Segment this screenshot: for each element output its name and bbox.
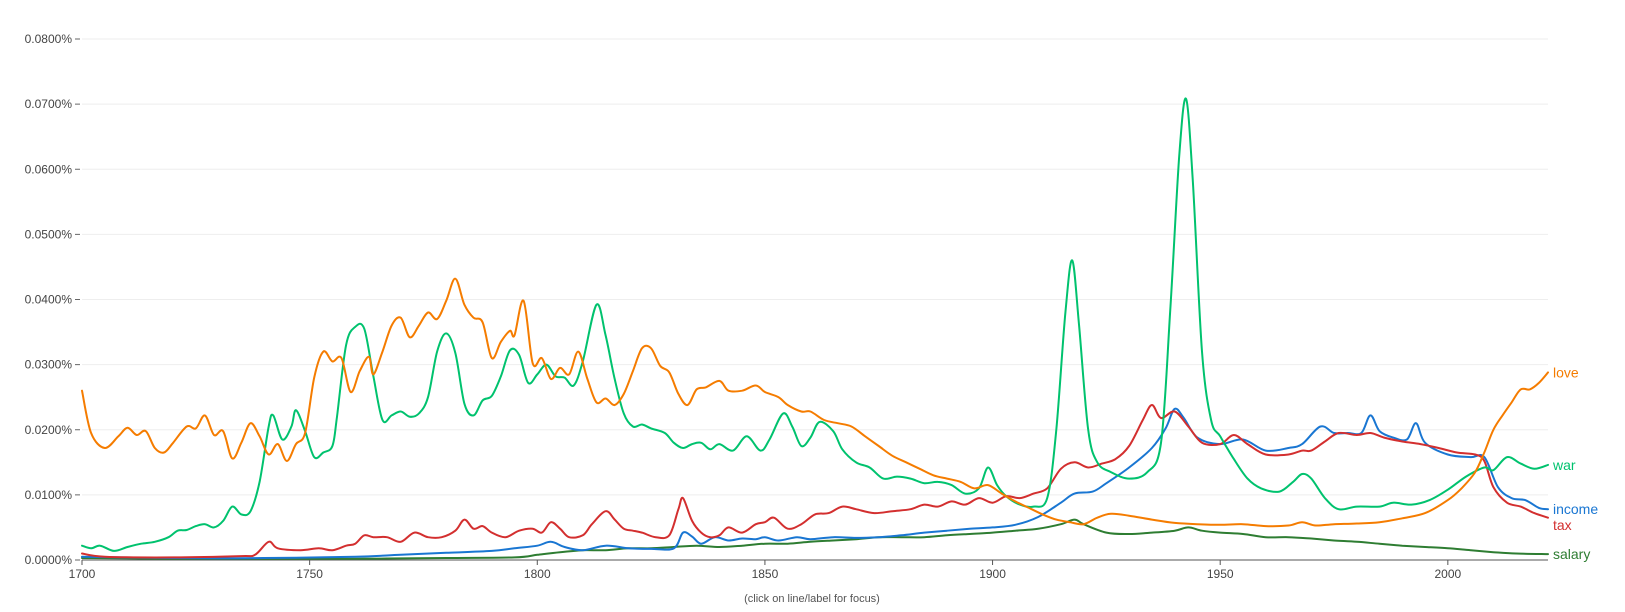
x-axis: 1700 1750 1800 1850 1900 1950 2000 xyxy=(69,559,1548,581)
series-line-income[interactable] xyxy=(81,407,1549,560)
y-tick-label: 0.0200% xyxy=(25,423,73,437)
series-lines[interactable] xyxy=(81,97,1549,560)
y-tick-label: 0.0300% xyxy=(25,358,73,372)
x-tick-label: 1750 xyxy=(296,567,323,581)
series-label-love[interactable]: love xyxy=(1553,364,1579,380)
y-tick-label: 0.0600% xyxy=(25,162,73,176)
x-tick-label: 1950 xyxy=(1207,567,1234,581)
series-line-war[interactable] xyxy=(81,97,1549,552)
series-label-war[interactable]: war xyxy=(1552,457,1576,473)
y-tick-label: 0.0100% xyxy=(25,488,73,502)
x-tick-label: 1700 xyxy=(69,567,96,581)
y-tick-label: 0.0500% xyxy=(25,227,73,241)
gridlines xyxy=(82,38,1548,496)
x-tick-label: 1800 xyxy=(524,567,551,581)
x-tick-label: 2000 xyxy=(1434,567,1461,581)
series-label-tax[interactable]: tax xyxy=(1553,517,1572,533)
x-tick-label: 1850 xyxy=(752,567,779,581)
y-tick-label: 0.0400% xyxy=(25,293,73,307)
series-label-income[interactable]: income xyxy=(1553,501,1598,517)
series-line-tax[interactable] xyxy=(81,404,1549,559)
y-tick-label: 0.0800% xyxy=(25,32,73,46)
series-line-love[interactable] xyxy=(81,277,1549,528)
y-axis: 0.0000% 0.0100% 0.0200% 0.0300% 0.0400% 0.050… xyxy=(25,32,80,567)
y-tick-label: 0.0700% xyxy=(25,97,73,111)
y-tick-label: 0.0000% xyxy=(25,553,73,567)
series-label-salary[interactable]: salary xyxy=(1553,546,1590,562)
x-tick-label: 1900 xyxy=(979,567,1006,581)
focus-hint: (click on line/label for focus) xyxy=(744,593,880,605)
